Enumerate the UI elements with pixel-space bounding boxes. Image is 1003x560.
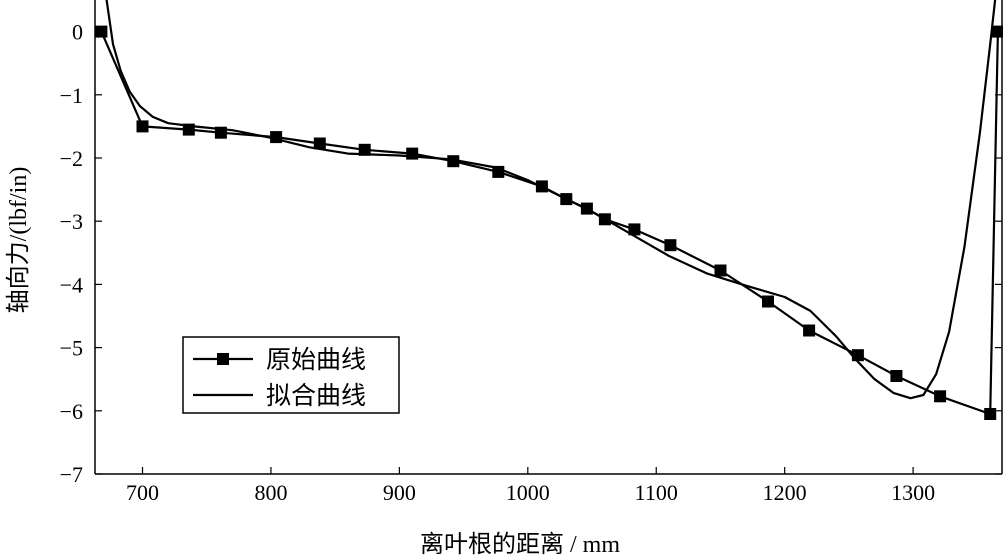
x-tick-label: 900: [383, 480, 416, 505]
legend-label-original: 原始曲线: [266, 346, 366, 374]
plot-area: [95, 0, 1003, 420]
x-tick-label: 1300: [891, 480, 935, 505]
y-tick-label: −1: [60, 83, 83, 108]
data-point-original: [851, 349, 864, 362]
data-point-original: [628, 223, 641, 236]
data-point-original: [358, 143, 371, 156]
data-point-original: [890, 370, 903, 382]
x-tick-label: 1100: [635, 480, 678, 505]
y-tick-label: 0: [72, 20, 83, 45]
x-tick-label: 1000: [506, 480, 550, 505]
data-point-original: [991, 25, 1003, 38]
data-point-original: [934, 390, 947, 403]
y-tick-label: −3: [60, 209, 83, 234]
x-axis: 700 800 900 1000 1100 1200 1300: [126, 467, 935, 505]
data-point-original: [136, 120, 149, 133]
y-tick-label: −7: [60, 462, 83, 487]
x-tick-label: 1200: [763, 480, 807, 505]
data-point-original: [803, 324, 816, 337]
axes-frame: [94, 0, 1003, 475]
legend: 原始曲线 拟合曲线: [182, 336, 400, 414]
y-tick-label: −4: [60, 272, 83, 297]
data-point-original: [714, 264, 727, 277]
data-point-original: [313, 137, 326, 150]
legend-marker-original: [217, 353, 229, 365]
y-tick-label: −6: [60, 399, 83, 424]
y-axis: 0 −1 −2 −3 −4 −5 −6 −7: [60, 20, 1002, 487]
y-tick-label: −2: [60, 146, 83, 171]
data-point-original: [664, 239, 677, 252]
y-tick-label: −5: [60, 336, 83, 361]
data-point-original: [762, 295, 774, 308]
series-line-fitted: [105, 0, 997, 400]
legend-box: [182, 336, 400, 414]
x-tick-label: 800: [254, 480, 287, 505]
legend-label-fitted: 拟合曲线: [266, 382, 366, 410]
data-point-original: [984, 408, 997, 420]
x-axis-title: 离叶根的距离 / mm: [420, 531, 620, 558]
y-axis-title: 轴向力/(lbf/in): [5, 167, 32, 314]
data-point-original: [95, 25, 108, 38]
x-tick-label: 700: [126, 480, 159, 505]
